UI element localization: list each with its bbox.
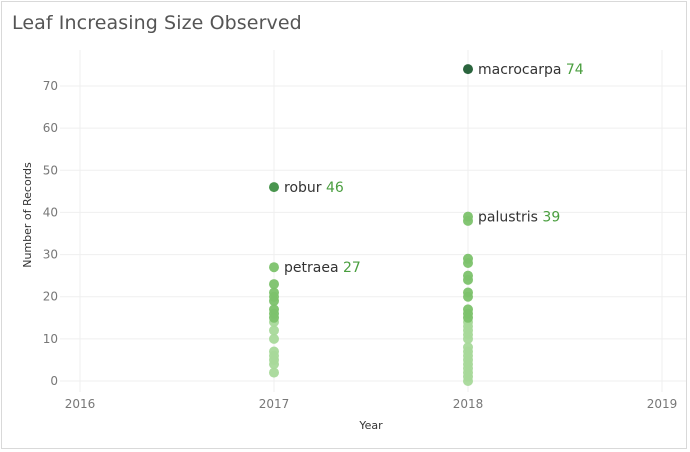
- point-label-palustris: palustris 39: [478, 210, 560, 226]
- x-tick-label: 2017: [259, 397, 290, 411]
- y-tick-label: 60: [43, 121, 58, 135]
- x-tick-label: 2016: [65, 397, 96, 411]
- x-tick-label: 2018: [453, 397, 484, 411]
- y-tick-label: 20: [43, 290, 58, 304]
- data-point-palustris[interactable]: [463, 211, 473, 222]
- point-label-value: 46: [326, 180, 344, 196]
- data-point-macrocarpa[interactable]: [463, 64, 473, 75]
- point-label-value: 74: [566, 62, 584, 78]
- y-tick-label: 40: [43, 205, 58, 219]
- point-labels: petraea 27 robur 46 palustris 39 macrocarpa…: [284, 62, 584, 276]
- data-point[interactable]: [463, 253, 473, 264]
- data-point[interactable]: [269, 287, 279, 298]
- point-label-value: 27: [343, 260, 361, 276]
- y-axis-title: Number of Records: [21, 162, 34, 268]
- data-point[interactable]: [269, 367, 279, 378]
- x-tick-label: 2019: [647, 397, 678, 411]
- data-point[interactable]: [269, 279, 279, 290]
- data-point[interactable]: [463, 287, 473, 298]
- data-point-petraea[interactable]: [269, 262, 279, 273]
- y-tick-label: 30: [43, 248, 58, 262]
- data-point[interactable]: [463, 270, 473, 281]
- point-label-value: 39: [542, 210, 560, 226]
- point-label-name: macrocarpa: [478, 62, 566, 78]
- point-label-petraea: petraea 27: [284, 260, 361, 276]
- data-point[interactable]: [269, 304, 279, 315]
- y-tick-label: 0: [50, 374, 58, 388]
- tick-labels: 0 10 20 30 40 50 60 70 2016 2017 2018 2019: [43, 79, 678, 411]
- chart-title: Leaf Increasing Size Observed: [12, 12, 302, 34]
- data-points: [269, 64, 473, 386]
- data-point-robur[interactable]: [269, 182, 279, 193]
- y-tick-label: 10: [43, 332, 58, 346]
- point-label-name: petraea: [284, 260, 343, 276]
- x-axis-title: Year: [358, 419, 383, 432]
- point-label-name: robur: [284, 180, 326, 196]
- point-label-macrocarpa: macrocarpa 74: [478, 62, 584, 78]
- point-label-name: palustris: [478, 210, 542, 226]
- data-point[interactable]: [463, 342, 473, 353]
- point-label-robur: robur 46: [284, 180, 344, 196]
- gridlines: [60, 50, 686, 392]
- data-point[interactable]: [269, 325, 279, 336]
- y-tick-label: 70: [43, 79, 58, 93]
- data-point[interactable]: [463, 304, 473, 315]
- data-point[interactable]: [269, 346, 279, 357]
- data-point[interactable]: [269, 333, 279, 344]
- y-tick-label: 50: [43, 163, 58, 177]
